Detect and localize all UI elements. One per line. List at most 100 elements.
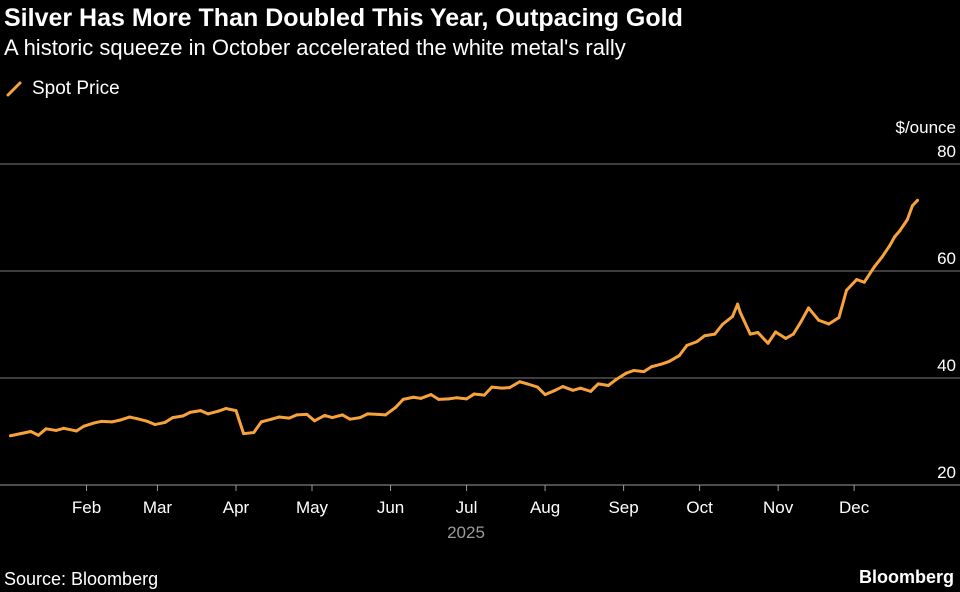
legend-label-spot-price: Spot Price xyxy=(32,78,120,99)
data-point-2025-04-18 xyxy=(277,415,281,419)
data-point-2025-08-12 xyxy=(571,388,575,392)
chart-subtitle: A historic squeeze in October accelerate… xyxy=(4,35,626,60)
data-point-2025-12-12 xyxy=(880,255,884,259)
data-point-2025-05-02 xyxy=(313,419,317,423)
data-point-2025-10-21 xyxy=(748,332,752,336)
data-point-2025-06-27 xyxy=(454,396,458,400)
data-point-2025-03-14 xyxy=(188,410,192,414)
data-point-2025-04-08 xyxy=(252,431,256,435)
data-point-2025-07-08 xyxy=(482,393,486,397)
series-layer xyxy=(9,198,919,438)
legend-line-swatch-icon xyxy=(6,81,22,97)
data-point-2025-11-07 xyxy=(791,332,795,336)
data-point-2025-06-24 xyxy=(447,397,451,401)
data-point-2025-11-13 xyxy=(807,306,811,310)
data-point-2025-10-14 xyxy=(731,314,735,318)
data-point-2025-07-18 xyxy=(508,386,512,390)
data-point-2025-02-11 xyxy=(110,420,114,424)
x-axis-tick-labels: Feb Mar Apr May Jun Jul Aug Sep Oct Nov Dec xyxy=(72,485,870,517)
data-point-2025-03-04 xyxy=(163,420,167,424)
data-point-2025-10-10 xyxy=(720,323,724,326)
data-point-2025-01-06 xyxy=(19,432,23,436)
data-point-2025-09-09 xyxy=(642,370,646,374)
data-point-2025-06-20 xyxy=(437,397,441,401)
data-point-2025-02-28 xyxy=(153,423,157,427)
y-axis-tick-labels: 20 40 60 80 xyxy=(937,142,956,482)
x-tick-label-jun: Jun xyxy=(377,498,404,517)
data-point-2025-08-29 xyxy=(614,378,618,382)
x-axis-year-label: 2025 xyxy=(447,523,485,542)
x-tick-label-nov: Nov xyxy=(763,498,794,517)
data-point-2025-06-13 xyxy=(419,396,423,400)
y-axis-unit-label: $/ounce xyxy=(896,118,957,137)
y-tick-label-40: 40 xyxy=(937,356,956,375)
data-point-2025-08-05 xyxy=(553,388,557,392)
gridlines xyxy=(0,163,960,486)
data-point-2025-10-07 xyxy=(713,332,717,336)
data-point-2025-04-04 xyxy=(242,432,246,436)
data-point-2025-09-02 xyxy=(624,371,628,375)
data-point-2025-11-10 xyxy=(799,320,803,324)
data-point-2025-12-17 xyxy=(893,235,897,239)
data-point-2025-12-26 xyxy=(915,198,919,202)
data-point-2025-10-16 xyxy=(736,302,740,306)
data-point-2025-04-25 xyxy=(295,413,299,417)
data-point-2025-12-22 xyxy=(905,218,909,222)
data-point-2025-09-05 xyxy=(632,369,636,373)
data-point-2025-10-24 xyxy=(756,331,760,335)
x-tick-label-may: May xyxy=(296,498,329,517)
data-point-2025-10-17 xyxy=(738,310,742,314)
data-point-2025-08-22 xyxy=(596,382,600,386)
data-point-2025-02-25 xyxy=(145,419,149,423)
data-point-2025-07-01 xyxy=(465,397,469,401)
data-point-2025-02-21 xyxy=(135,417,139,421)
data-point-2025-09-30 xyxy=(695,340,699,344)
data-point-2025-01-23 xyxy=(62,426,66,430)
data-point-2025-10-28 xyxy=(766,341,770,345)
data-point-2025-06-06 xyxy=(401,397,405,401)
data-point-2025-11-04 xyxy=(784,336,788,340)
legend: Spot Price xyxy=(6,78,120,100)
data-point-2025-02-07 xyxy=(100,419,104,423)
data-point-2025-09-16 xyxy=(660,362,664,366)
data-point-2025-05-27 xyxy=(376,412,380,416)
data-point-2025-12-24 xyxy=(910,204,914,208)
data-point-2025-10-03 xyxy=(703,334,707,338)
data-point-2025-01-31 xyxy=(82,424,86,428)
chart-title: Silver Has More Than Doubled This Year, … xyxy=(4,4,683,32)
data-point-2025-12-19 xyxy=(898,229,902,233)
data-point-2025-02-18 xyxy=(128,415,132,419)
source-note: Source: Bloomberg xyxy=(4,569,159,589)
x-tick-label-dec: Dec xyxy=(839,498,870,517)
x-tick-label-mar: Mar xyxy=(143,498,173,517)
series-line-spot-price xyxy=(9,198,919,438)
data-point-2025-04-22 xyxy=(287,416,291,420)
data-point-2025-01-16 xyxy=(44,427,48,431)
data-point-2025-11-28 xyxy=(845,288,849,292)
data-point-2025-07-11 xyxy=(490,385,494,389)
data-point-2025-01-10 xyxy=(29,430,33,433)
data-point-2025-02-14 xyxy=(117,418,121,422)
x-tick-label-sep: Sep xyxy=(608,498,638,517)
data-point-2025-07-25 xyxy=(525,382,529,386)
data-point-2025-09-23 xyxy=(677,354,681,358)
x-tick-label-apr: Apr xyxy=(223,498,250,517)
data-point-2025-11-17 xyxy=(817,318,821,322)
data-point-2025-08-26 xyxy=(606,383,610,387)
data-point-2025-03-11 xyxy=(181,414,185,418)
x-tick-label-jul: Jul xyxy=(456,498,478,517)
data-point-2025-08-01 xyxy=(543,393,547,397)
x-tick-label-feb: Feb xyxy=(72,498,101,517)
data-point-2025-07-15 xyxy=(500,386,504,390)
data-point-2025-03-28 xyxy=(224,407,228,410)
data-point-2025-03-07 xyxy=(171,416,175,420)
data-point-2025-04-29 xyxy=(305,412,309,416)
data-point-2025-07-29 xyxy=(535,385,539,389)
data-point-2025-01-13 xyxy=(36,433,40,437)
data-point-2025-05-13 xyxy=(340,413,344,417)
data-point-2025-04-15 xyxy=(269,417,273,421)
data-point-2025-06-10 xyxy=(411,395,415,399)
data-point-2025-08-19 xyxy=(589,389,593,393)
data-point-2025-03-25 xyxy=(216,409,220,413)
